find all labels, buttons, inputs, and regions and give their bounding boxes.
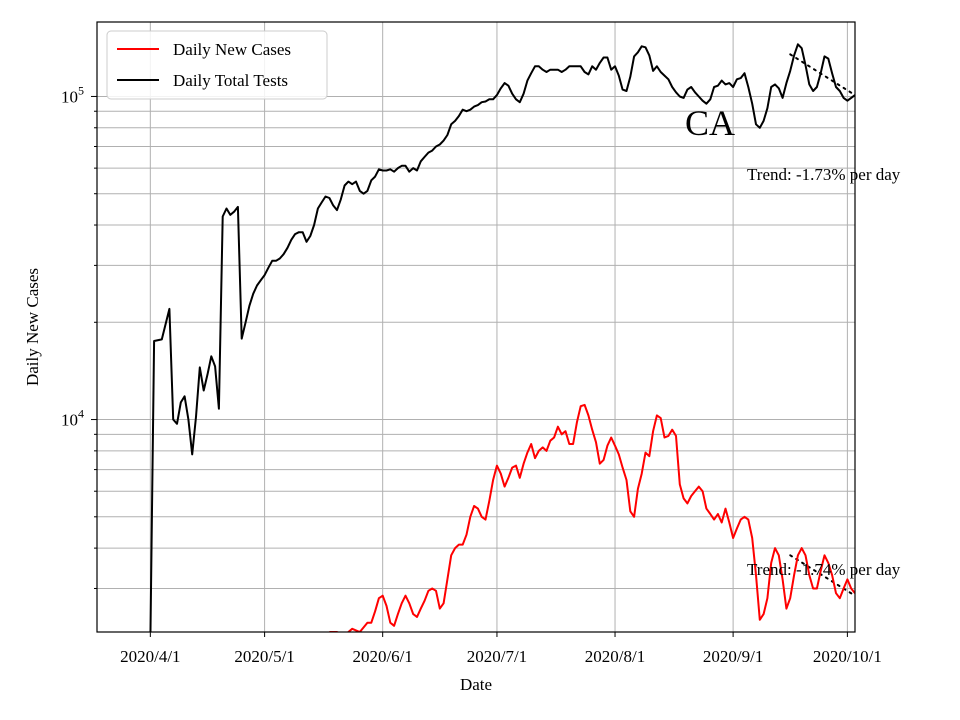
- series-line-daily-new-cases: [329, 403, 855, 632]
- y-tick-label: 104: [61, 407, 84, 430]
- series-line-daily-total-tests: [149, 43, 855, 632]
- legend: Daily New Cases Daily Total Tests: [106, 30, 328, 100]
- grid-lines: [97, 22, 855, 632]
- y-tick-label: 105: [61, 83, 84, 106]
- x-tick-label: 2020/8/1: [585, 647, 645, 666]
- y-axis-label: Daily New Cases: [23, 268, 42, 386]
- x-axis-label: Date: [460, 675, 492, 694]
- trend-line-tests: [789, 53, 855, 97]
- plot-frame: [96, 21, 856, 633]
- legend-label-tests: Daily Total Tests: [173, 71, 288, 90]
- trend-annotation-cases: Trend: -1.74% per day: [747, 560, 901, 579]
- axis-ticks: 2020/4/1 2020/5/1 2020/6/1 2020/7/1 2020/8/1…: [61, 83, 882, 666]
- x-tick-label: 2020/5/1: [234, 647, 294, 666]
- legend-box: [106, 30, 328, 100]
- x-tick-label: 2020/7/1: [467, 647, 527, 666]
- chart-title: CA: [685, 103, 735, 143]
- x-tick-label: 2020/6/1: [352, 647, 412, 666]
- annotations: Trend: -1.73% per day Trend: -1.74% per d…: [747, 165, 901, 579]
- x-tick-label: 2020/9/1: [703, 647, 763, 666]
- x-tick-label: 2020/4/1: [120, 647, 180, 666]
- x-tick-label: 2020/10/1: [813, 647, 882, 666]
- legend-label-cases: Daily New Cases: [173, 40, 291, 59]
- trend-lines: [789, 53, 855, 597]
- trend-annotation-tests: Trend: -1.73% per day: [747, 165, 901, 184]
- series-lines: [149, 43, 855, 632]
